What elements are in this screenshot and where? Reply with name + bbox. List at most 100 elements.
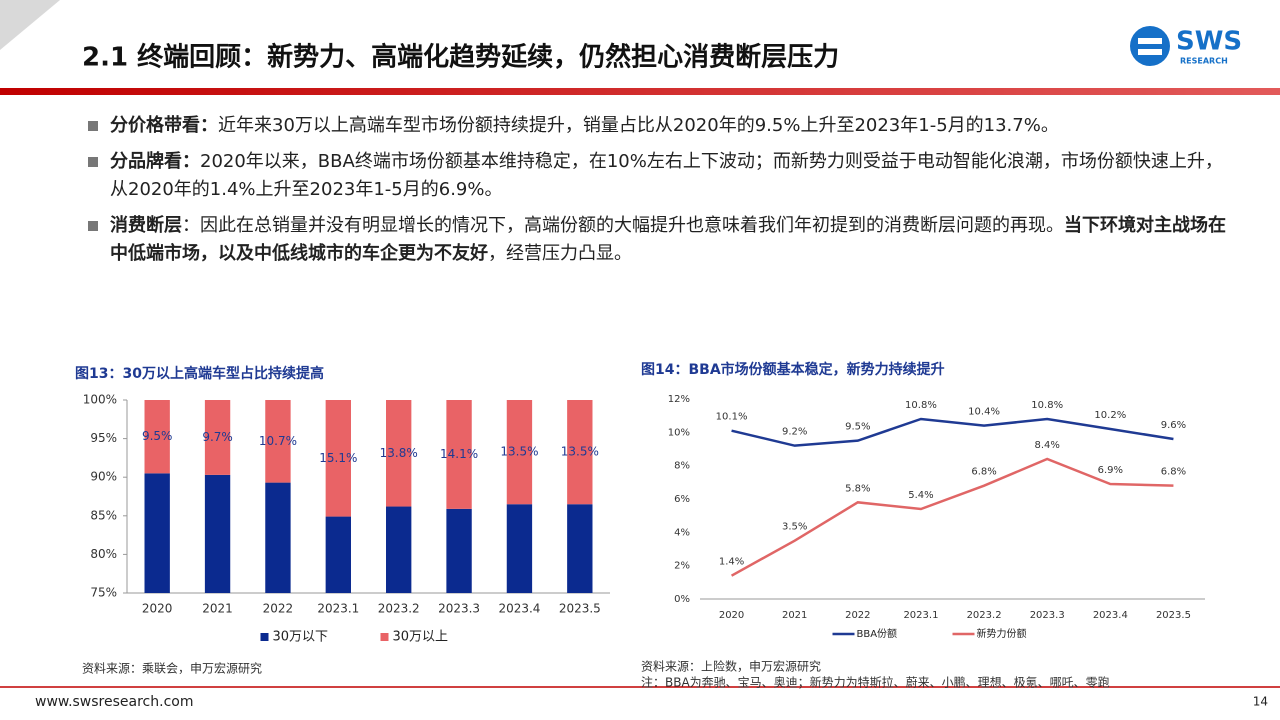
bar-segment xyxy=(204,474,231,593)
x-tick-label: 2021 xyxy=(782,610,807,621)
bullet: 分价格带看：近年来30万以上高端车型市场份额持续提升，销量占比从2020年的9.… xyxy=(88,112,1238,140)
y-tick-label: 0% xyxy=(674,594,690,605)
x-tick-label: 2023.5 xyxy=(559,602,601,616)
chart-title: 图14：BBA市场份额基本稳定，新势力持续提升 xyxy=(641,361,945,378)
data-label: 9.7% xyxy=(202,430,233,444)
y-tick-label: 80% xyxy=(90,547,117,561)
legend-label: 30万以下 xyxy=(273,630,329,645)
logo-text: SWS xyxy=(1176,27,1242,57)
corner-decoration xyxy=(0,0,60,50)
chart-note: 注：BBA为奔驰、宝马、奥迪；新势力为特斯拉、蔚来、小鹏、理想、极氪、哪吒、零跑 xyxy=(641,675,1110,690)
bold-text: 当下环境对主战场在中低端市场，以及中低线城市的车企更为不友好 xyxy=(110,215,1226,264)
data-label: 10.7% xyxy=(259,434,297,448)
y-tick-label: 4% xyxy=(674,527,690,538)
x-tick-label: 2023.2 xyxy=(378,602,420,616)
y-tick-label: 85% xyxy=(90,508,117,522)
bar-segment xyxy=(144,400,170,474)
legend-label: BBA份额 xyxy=(857,627,898,640)
bullet-marker xyxy=(88,157,98,167)
bullet-text: 近年来30万以上高端车型市场份额持续提升，销量占比从2020年的9.5%上升至2… xyxy=(218,115,1059,136)
bar-segment xyxy=(446,508,472,593)
bar-segment xyxy=(567,400,593,505)
bar-segment xyxy=(265,482,291,593)
x-tick-label: 2023.3 xyxy=(1030,610,1065,621)
logo-subtext: RESEARCH xyxy=(1180,57,1228,66)
data-label: 8.4% xyxy=(1034,440,1059,451)
data-label: 5.4% xyxy=(908,490,933,501)
logo-icon-stripe xyxy=(1138,38,1162,44)
x-tick-label: 2020 xyxy=(719,610,744,621)
data-label: 9.2% xyxy=(782,427,807,438)
bar-segment xyxy=(265,400,291,483)
bar-segment xyxy=(325,516,351,593)
data-label: 15.1% xyxy=(319,451,357,465)
legend-swatch xyxy=(260,633,269,641)
data-label: 10.2% xyxy=(1094,410,1126,421)
data-label: 6.9% xyxy=(1098,465,1123,476)
y-tick-label: 10% xyxy=(668,427,690,438)
data-label: 5.8% xyxy=(845,483,870,494)
data-label: 13.8% xyxy=(380,446,418,460)
bar-segment xyxy=(506,504,533,593)
data-label: 9.5% xyxy=(845,422,870,433)
bold-text: 消费断层 xyxy=(110,215,182,236)
x-tick-label: 2023.2 xyxy=(967,610,1002,621)
data-label: 9.6% xyxy=(1161,420,1186,431)
bar-segment xyxy=(204,400,231,475)
x-tick-label: 2021 xyxy=(202,602,233,616)
legend-label: 新势力份额 xyxy=(977,627,1027,640)
data-label: 3.5% xyxy=(782,522,807,533)
data-label: 13.5% xyxy=(500,445,538,459)
bar-segment xyxy=(446,400,472,509)
bullet-text: ，经营压力凸显。 xyxy=(488,243,632,264)
y-tick-label: 6% xyxy=(674,494,690,505)
x-tick-label: 2020 xyxy=(142,602,173,616)
data-label: 6.8% xyxy=(971,467,996,478)
footer-url: www.swsresearch.com xyxy=(35,694,193,710)
data-label: 13.5% xyxy=(561,445,599,459)
y-tick-label: 95% xyxy=(90,431,117,445)
y-tick-label: 90% xyxy=(90,470,117,484)
x-tick-label: 2023.4 xyxy=(498,602,540,616)
bar-segment xyxy=(325,400,351,517)
chart-title: 图13：30万以上高端车型占比持续提高 xyxy=(75,365,324,382)
y-tick-label: 8% xyxy=(674,461,690,472)
page-number: 14 xyxy=(1253,695,1268,709)
x-tick-label: 2023.1 xyxy=(903,610,938,621)
bullet: 分品牌看：2020年以来，BBA终端市场份额基本维持稳定，在10%左右上下波动；… xyxy=(88,148,1238,204)
y-tick-label: 75% xyxy=(90,586,117,600)
header-bar xyxy=(0,88,1280,95)
bar-segment xyxy=(386,506,412,593)
bullet-text: 2020年以来，BBA终端市场份额基本维持稳定，在10%左右上下波动；而新势力则… xyxy=(110,151,1223,200)
chart-source: 资料来源：上险数，申万宏源研究 xyxy=(641,659,821,674)
bar-segment xyxy=(506,400,533,505)
legend-swatch xyxy=(380,633,389,641)
x-tick-label: 2023.1 xyxy=(317,602,359,616)
data-label: 1.4% xyxy=(719,557,744,568)
x-tick-label: 2023.3 xyxy=(438,602,480,616)
bold-text: 分价格带看： xyxy=(110,115,218,136)
bar-segment xyxy=(386,400,412,507)
bar-segment xyxy=(144,473,170,593)
bullet: 消费断层：因此在总销量并没有明显增长的情况下，高端份额的大幅提升也意味着我们年初… xyxy=(88,212,1238,268)
data-label: 6.8% xyxy=(1161,467,1186,478)
bullet-list: 分价格带看：近年来30万以上高端车型市场份额持续提升，销量占比从2020年的9.… xyxy=(88,112,1238,276)
line-series xyxy=(731,417,1174,447)
data-label: 10.4% xyxy=(968,407,1000,418)
data-label: 10.1% xyxy=(716,412,748,423)
bold-text: 分品牌看： xyxy=(110,151,200,172)
slide-title: 2.1 终端回顾：新势力、高端化趋势延续，仍然担心消费断层压力 xyxy=(82,42,839,73)
bullet-text: ：因此在总销量并没有明显增长的情况下，高端份额的大幅提升也意味着我们年初提到的消… xyxy=(182,215,1064,236)
x-tick-label: 2023.5 xyxy=(1156,610,1191,621)
data-label: 14.1% xyxy=(440,447,478,461)
data-label: 9.5% xyxy=(142,429,173,443)
logo-icon xyxy=(1130,26,1170,66)
logo-icon-stripe xyxy=(1138,49,1162,55)
y-tick-label: 12% xyxy=(668,394,690,405)
bullet-marker xyxy=(88,121,98,131)
bullet-marker xyxy=(88,221,98,231)
line-series xyxy=(730,457,1174,577)
x-tick-label: 2022 xyxy=(845,610,870,621)
